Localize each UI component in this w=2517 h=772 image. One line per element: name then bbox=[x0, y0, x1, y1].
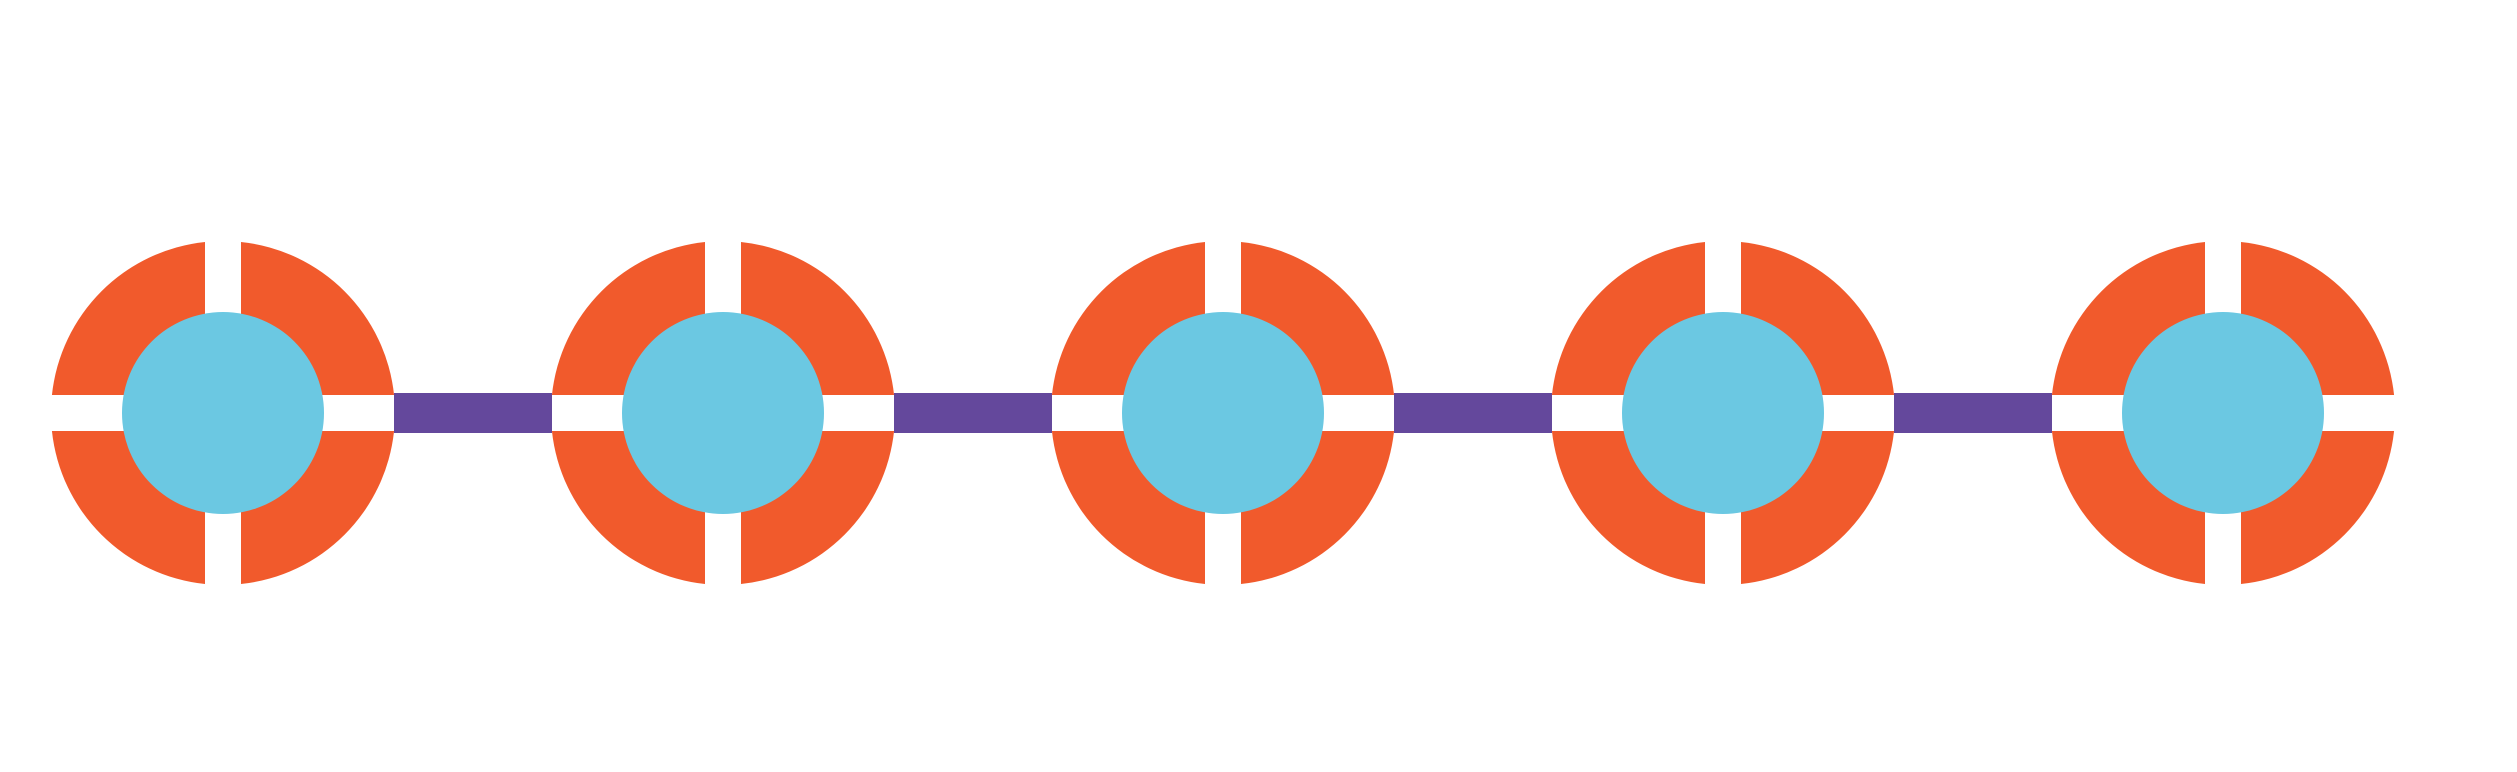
links-layer bbox=[394, 393, 2052, 433]
quartered-ring-node-icon bbox=[51, 241, 395, 585]
quartered-ring-node-icon bbox=[2051, 241, 2395, 585]
node-core bbox=[122, 312, 324, 514]
nodes-layer bbox=[51, 241, 2395, 585]
node-core bbox=[2122, 312, 2324, 514]
connector-link-4 bbox=[1894, 393, 2052, 433]
node-core bbox=[1622, 312, 1824, 514]
node-core bbox=[1122, 312, 1324, 514]
quartered-ring-node-icon bbox=[551, 241, 895, 585]
node-core bbox=[622, 312, 824, 514]
connector-link-1 bbox=[394, 393, 552, 433]
connector-link-2 bbox=[894, 393, 1052, 433]
quartered-ring-node-icon bbox=[1551, 241, 1895, 585]
quartered-ring-node-icon bbox=[1051, 241, 1395, 585]
connector-link-3 bbox=[1394, 393, 1552, 433]
